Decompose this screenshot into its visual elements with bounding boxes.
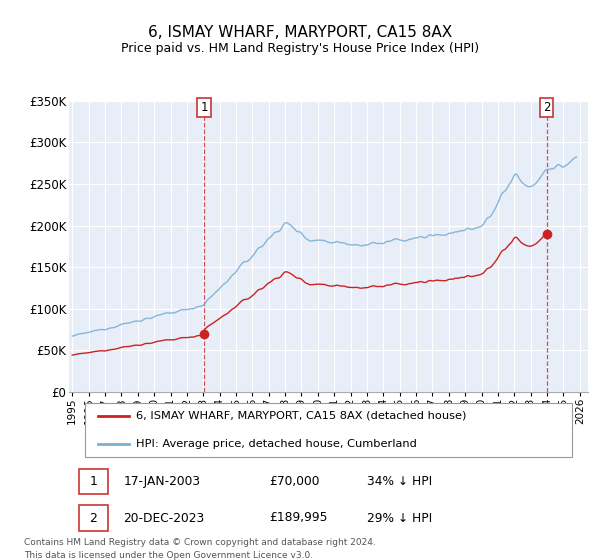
FancyBboxPatch shape bbox=[79, 505, 108, 531]
Text: 2: 2 bbox=[543, 101, 550, 114]
Text: 1: 1 bbox=[89, 475, 97, 488]
Text: Price paid vs. HM Land Registry's House Price Index (HPI): Price paid vs. HM Land Registry's House … bbox=[121, 42, 479, 55]
Text: 29% ↓ HPI: 29% ↓ HPI bbox=[367, 511, 433, 525]
Text: 6, ISMAY WHARF, MARYPORT, CA15 8AX (detached house): 6, ISMAY WHARF, MARYPORT, CA15 8AX (deta… bbox=[136, 410, 467, 421]
FancyBboxPatch shape bbox=[85, 403, 572, 457]
Text: 34% ↓ HPI: 34% ↓ HPI bbox=[367, 475, 433, 488]
Text: 1: 1 bbox=[200, 101, 208, 114]
FancyBboxPatch shape bbox=[79, 469, 108, 494]
Text: £70,000: £70,000 bbox=[269, 475, 319, 488]
Text: 20-DEC-2023: 20-DEC-2023 bbox=[124, 511, 205, 525]
Text: HPI: Average price, detached house, Cumberland: HPI: Average price, detached house, Cumb… bbox=[136, 439, 418, 449]
Text: This data is licensed under the Open Government Licence v3.0.: This data is licensed under the Open Gov… bbox=[23, 551, 313, 560]
Text: Contains HM Land Registry data © Crown copyright and database right 2024.: Contains HM Land Registry data © Crown c… bbox=[23, 538, 376, 547]
Text: 6, ISMAY WHARF, MARYPORT, CA15 8AX: 6, ISMAY WHARF, MARYPORT, CA15 8AX bbox=[148, 25, 452, 40]
Text: £189,995: £189,995 bbox=[269, 511, 328, 525]
Text: 17-JAN-2003: 17-JAN-2003 bbox=[124, 475, 200, 488]
Text: 2: 2 bbox=[89, 511, 97, 525]
